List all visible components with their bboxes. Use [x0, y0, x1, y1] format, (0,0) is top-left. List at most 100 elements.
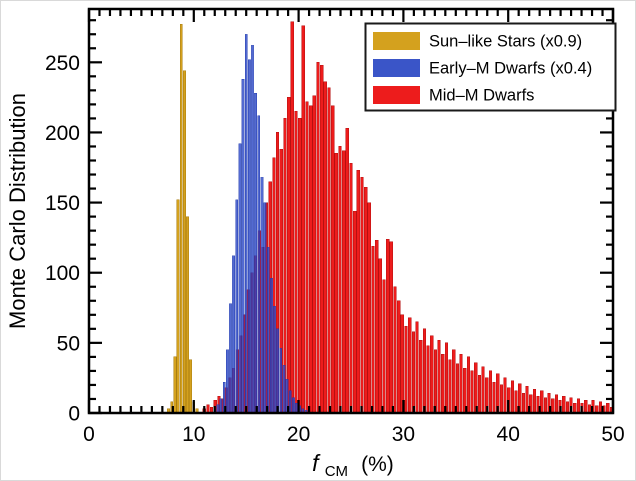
histogram-bar	[543, 397, 548, 414]
histogram-bar	[382, 279, 386, 414]
histogram-bar	[294, 111, 298, 414]
x-tick-label: 50	[601, 423, 624, 446]
histogram-bar	[186, 216, 189, 414]
histogram-bar	[587, 404, 592, 414]
x-tick-label: 40	[497, 423, 520, 446]
histogram-bar	[562, 395, 566, 414]
histogram-bar	[367, 202, 371, 414]
y-tick-label: 200	[45, 122, 80, 145]
histogram-bar	[238, 143, 242, 414]
series-early-m-dwarfs-x0-4-	[213, 34, 308, 414]
histogram-bar	[266, 247, 270, 414]
histogram-bar	[470, 370, 474, 414]
legend-swatch-red	[373, 86, 420, 104]
histogram-bar	[282, 365, 286, 414]
histogram-bar	[216, 404, 220, 414]
x-axis-title-subscript: CM	[325, 463, 348, 480]
histogram-bar	[254, 92, 258, 414]
histogram-bar	[360, 177, 364, 414]
histogram-bar	[338, 146, 342, 414]
histogram-bar	[244, 34, 248, 414]
histogram-bar	[342, 150, 346, 414]
histogram-bar	[422, 328, 426, 414]
histogram-bar	[312, 95, 316, 414]
histogram-bar	[291, 397, 295, 414]
x-tick-label: 0	[83, 423, 95, 446]
histogram-bar	[503, 377, 507, 414]
histogram-bar	[371, 245, 375, 414]
histogram-bar	[606, 402, 610, 414]
histogram-bar	[356, 170, 360, 414]
histogram-bar	[179, 24, 183, 414]
x-tick-label: 20	[287, 423, 310, 446]
histogram-bar	[273, 306, 276, 414]
histogram-bar	[331, 105, 335, 414]
histogram-bar	[320, 64, 324, 414]
histogram-bar	[375, 240, 379, 414]
histogram-bar	[364, 186, 368, 414]
y-tick-label: 0	[68, 403, 80, 426]
legend-item-early-m-dwarfs: Early–M Dwarfs (x0.4)	[373, 59, 592, 78]
histogram-bar	[257, 115, 261, 414]
histogram-bar	[598, 401, 603, 414]
histogram-bar	[206, 404, 210, 414]
histogram-bar	[576, 398, 581, 414]
histogram-bar	[232, 255, 236, 414]
legend-label-sun-like-stars: Sun–like Stars (x0.9)	[429, 33, 582, 51]
histogram-bar	[182, 70, 186, 414]
histogram-bar	[327, 87, 331, 414]
histogram-bar	[334, 153, 338, 414]
y-tick-label: 50	[57, 332, 80, 355]
legend-label-mid-m-dwarfs: Mid–M Dwarfs	[429, 87, 534, 105]
bars-layer	[167, 21, 614, 414]
histogram-bar	[301, 25, 305, 414]
histogram-bar	[295, 402, 298, 414]
histogram-bar	[448, 359, 452, 414]
histogram-bar	[521, 393, 525, 414]
histogram-bar	[305, 101, 309, 414]
histogram-bar	[353, 210, 357, 414]
histogram-bar	[488, 370, 492, 414]
histogram-bar	[189, 359, 193, 414]
histogram-bar	[309, 105, 313, 414]
histogram-bar	[316, 62, 320, 414]
histogram-bar	[400, 314, 404, 414]
histogram-bar	[459, 353, 463, 414]
y-axis-title: Monte Carlo Distribution	[5, 93, 30, 329]
histogram-bar	[415, 321, 419, 414]
legend-item-mid-m-dwarfs: Mid–M Dwarfs	[373, 86, 534, 105]
histogram-bar	[466, 356, 470, 414]
histogram-bar	[389, 241, 393, 414]
axes-frame-and-ticks	[87, 7, 615, 415]
histogram-bar	[378, 258, 382, 414]
series-sun-like-stars-x0-9-	[167, 24, 199, 414]
histogram-bar	[433, 349, 437, 414]
y-tick-label: 100	[45, 262, 80, 285]
histogram-bar	[474, 362, 478, 414]
histogram-bar	[173, 356, 177, 414]
histogram-bar	[408, 317, 412, 414]
legend-swatch-blue	[373, 59, 420, 77]
histogram-bar	[279, 348, 283, 414]
histogram-bar	[455, 363, 459, 414]
histogram-bar	[225, 349, 229, 414]
x-tick-label: 30	[392, 423, 415, 446]
histogram-bar	[452, 349, 456, 414]
histogram-bar	[298, 118, 302, 414]
histogram-bar	[251, 45, 254, 414]
histogram-bar	[386, 238, 390, 414]
histogram-bar	[419, 339, 423, 414]
histogram-bar	[290, 21, 294, 414]
histogram-bar	[514, 390, 518, 414]
histogram-bar	[393, 286, 397, 414]
histogram-bar	[287, 97, 291, 414]
x-axis-title-unit: (%)	[361, 453, 394, 476]
histogram-bar	[247, 59, 251, 414]
legend-label-early-m-dwarfs: Early–M Dwarfs (x0.4)	[429, 60, 592, 78]
histogram-bar	[492, 381, 496, 414]
histogram-bar	[349, 163, 353, 414]
histogram-bar	[551, 398, 555, 414]
histogram-bar	[430, 335, 434, 414]
